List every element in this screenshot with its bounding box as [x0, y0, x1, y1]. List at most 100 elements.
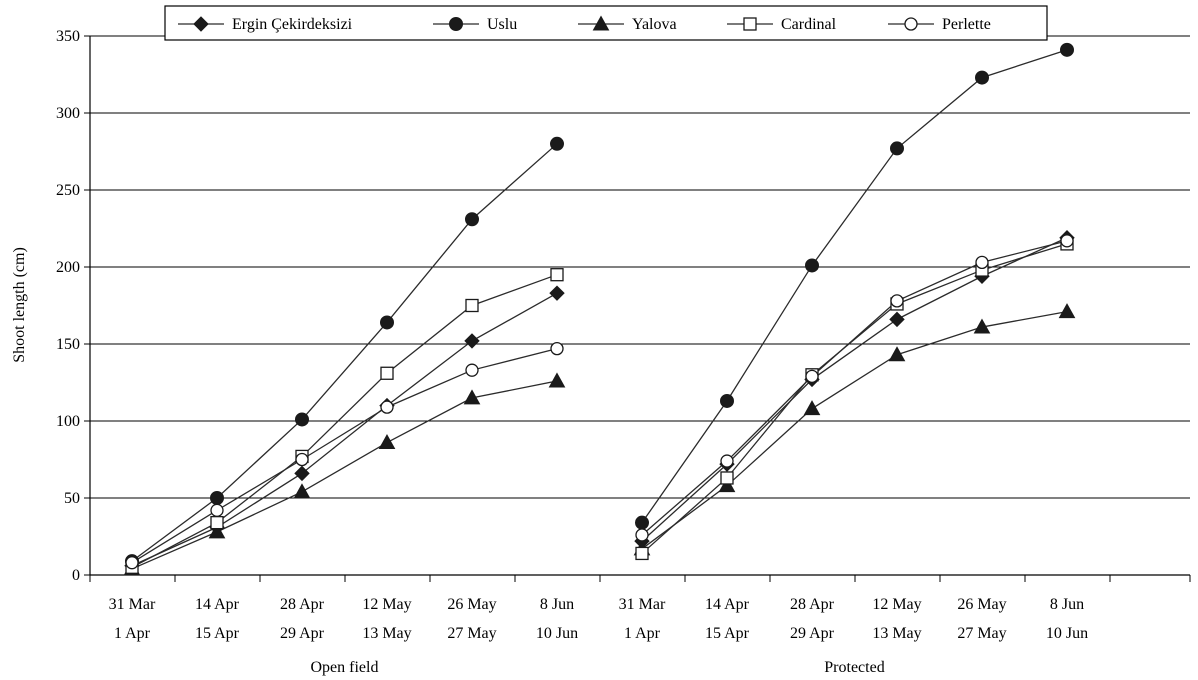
- x-tick-label: 28 Apr: [790, 596, 835, 613]
- legend-marker: [743, 17, 757, 31]
- data-point: [718, 477, 736, 493]
- y-tick-label: 150: [56, 336, 80, 353]
- legend-marker: [904, 17, 918, 31]
- series-line: [641, 311, 1068, 550]
- x-tick-label: 31 Mar: [619, 596, 666, 613]
- legend-marker: [592, 15, 610, 31]
- data-point: [465, 363, 479, 377]
- data-point: [550, 268, 564, 282]
- data-point: [635, 546, 649, 561]
- data-point: [1060, 234, 1074, 248]
- data-point: [125, 556, 139, 570]
- data-point: [550, 341, 564, 356]
- data-point: [720, 454, 734, 468]
- data-point: [380, 315, 394, 330]
- x-tick-label: 31 Mar: [109, 596, 156, 613]
- data-point: [380, 366, 394, 380]
- legend-label: Cardinal: [781, 16, 837, 33]
- group-label: Open field: [311, 659, 379, 676]
- legend-marker: [449, 17, 463, 31]
- data-point: [548, 372, 566, 388]
- data-point: [210, 491, 224, 505]
- data-point: [889, 311, 905, 328]
- gridlines: [90, 35, 1190, 499]
- y-tick-label: 250: [56, 182, 80, 199]
- data-point: [464, 333, 480, 349]
- series-line: [131, 347, 558, 564]
- data-point: [805, 369, 819, 383]
- x-tick-label: 1 Apr: [624, 625, 661, 642]
- data-point: [210, 515, 224, 530]
- data-point: [465, 212, 479, 227]
- data-point: [293, 483, 311, 499]
- series-line: [131, 143, 558, 562]
- y-axis-title: Shoot length (cm): [11, 247, 28, 363]
- y-tick-label: 50: [64, 490, 80, 507]
- x-tick-label: 14 Apr: [705, 596, 750, 613]
- group-label: Protected: [824, 659, 884, 676]
- y-tick-label: 350: [56, 28, 80, 45]
- data-point: [465, 298, 479, 313]
- data-point: [294, 465, 310, 482]
- x-tick-label: 1 Apr: [114, 625, 151, 642]
- x-tick-label: 10 Jun: [536, 625, 578, 642]
- data-point: [1058, 303, 1076, 319]
- x-tick-label: 8 Jun: [1050, 596, 1084, 613]
- y-tick-label: 200: [56, 259, 80, 276]
- data-point: [295, 452, 309, 467]
- data-point: [975, 255, 989, 270]
- legend-box: [164, 5, 1048, 41]
- series-line: [641, 240, 1068, 536]
- data-point: [295, 412, 309, 427]
- series-line: [641, 237, 1068, 542]
- data-point: [549, 285, 565, 301]
- data-point: [805, 258, 819, 273]
- x-tick-label: 28 Apr: [280, 596, 325, 613]
- x-tick-label: 27 May: [447, 625, 496, 642]
- legend: Ergin Çekirdeksizi Uslu Yalova Cardinal Perl…: [164, 5, 1048, 41]
- legend-label: Perlette: [942, 16, 991, 33]
- data-point: [635, 515, 649, 530]
- data-point: [975, 70, 989, 85]
- x-tick-label: 15 Apr: [705, 625, 750, 642]
- x-tick-label: 15 Apr: [195, 625, 240, 642]
- data-point: [803, 400, 821, 416]
- data-point: [890, 141, 904, 156]
- series-line: [131, 380, 558, 570]
- data-point: [210, 503, 224, 517]
- series-line: [131, 292, 558, 567]
- x-tick-label: 29 Apr: [790, 625, 835, 642]
- data-point: [378, 434, 396, 450]
- data-point: [550, 136, 564, 151]
- legend-label: Yalova: [632, 16, 677, 33]
- x-tick-label: 14 Apr: [195, 596, 240, 613]
- data-point: [380, 400, 394, 414]
- x-tick-label: 8 Jun: [540, 596, 574, 613]
- data-point: [463, 389, 481, 405]
- data-point: [720, 393, 734, 408]
- series-line: [641, 243, 1068, 554]
- x-tick-label: 27 May: [957, 625, 1006, 642]
- legend-label: Ergin Çekirdeksizi: [232, 16, 353, 33]
- y-tick-label: 0: [72, 567, 80, 584]
- x-tick-label: 10 Jun: [1046, 625, 1088, 642]
- data-point: [635, 528, 649, 542]
- data-point: [720, 471, 734, 485]
- x-tick-label: 26 May: [447, 596, 496, 613]
- x-tick-label: 26 May: [957, 596, 1006, 613]
- data-point: [890, 294, 904, 308]
- x-tick-label: 12 May: [872, 596, 921, 613]
- y-tick-label: 300: [56, 105, 80, 122]
- data-point: [973, 318, 991, 334]
- x-tick-label: 12 May: [362, 596, 411, 613]
- series-line: [641, 49, 1068, 524]
- legend-marker: [193, 16, 209, 32]
- data-point: [1060, 42, 1074, 57]
- x-tick-label: 29 Apr: [280, 625, 325, 642]
- x-tick-label: 13 May: [872, 625, 921, 642]
- data-point: [888, 346, 906, 362]
- axes: 0 50 100 150 200 250 300 350 31 Mar 1 Apr 14 Apr 15…: [56, 28, 1191, 676]
- series-line: [131, 274, 558, 568]
- series: [123, 42, 1076, 576]
